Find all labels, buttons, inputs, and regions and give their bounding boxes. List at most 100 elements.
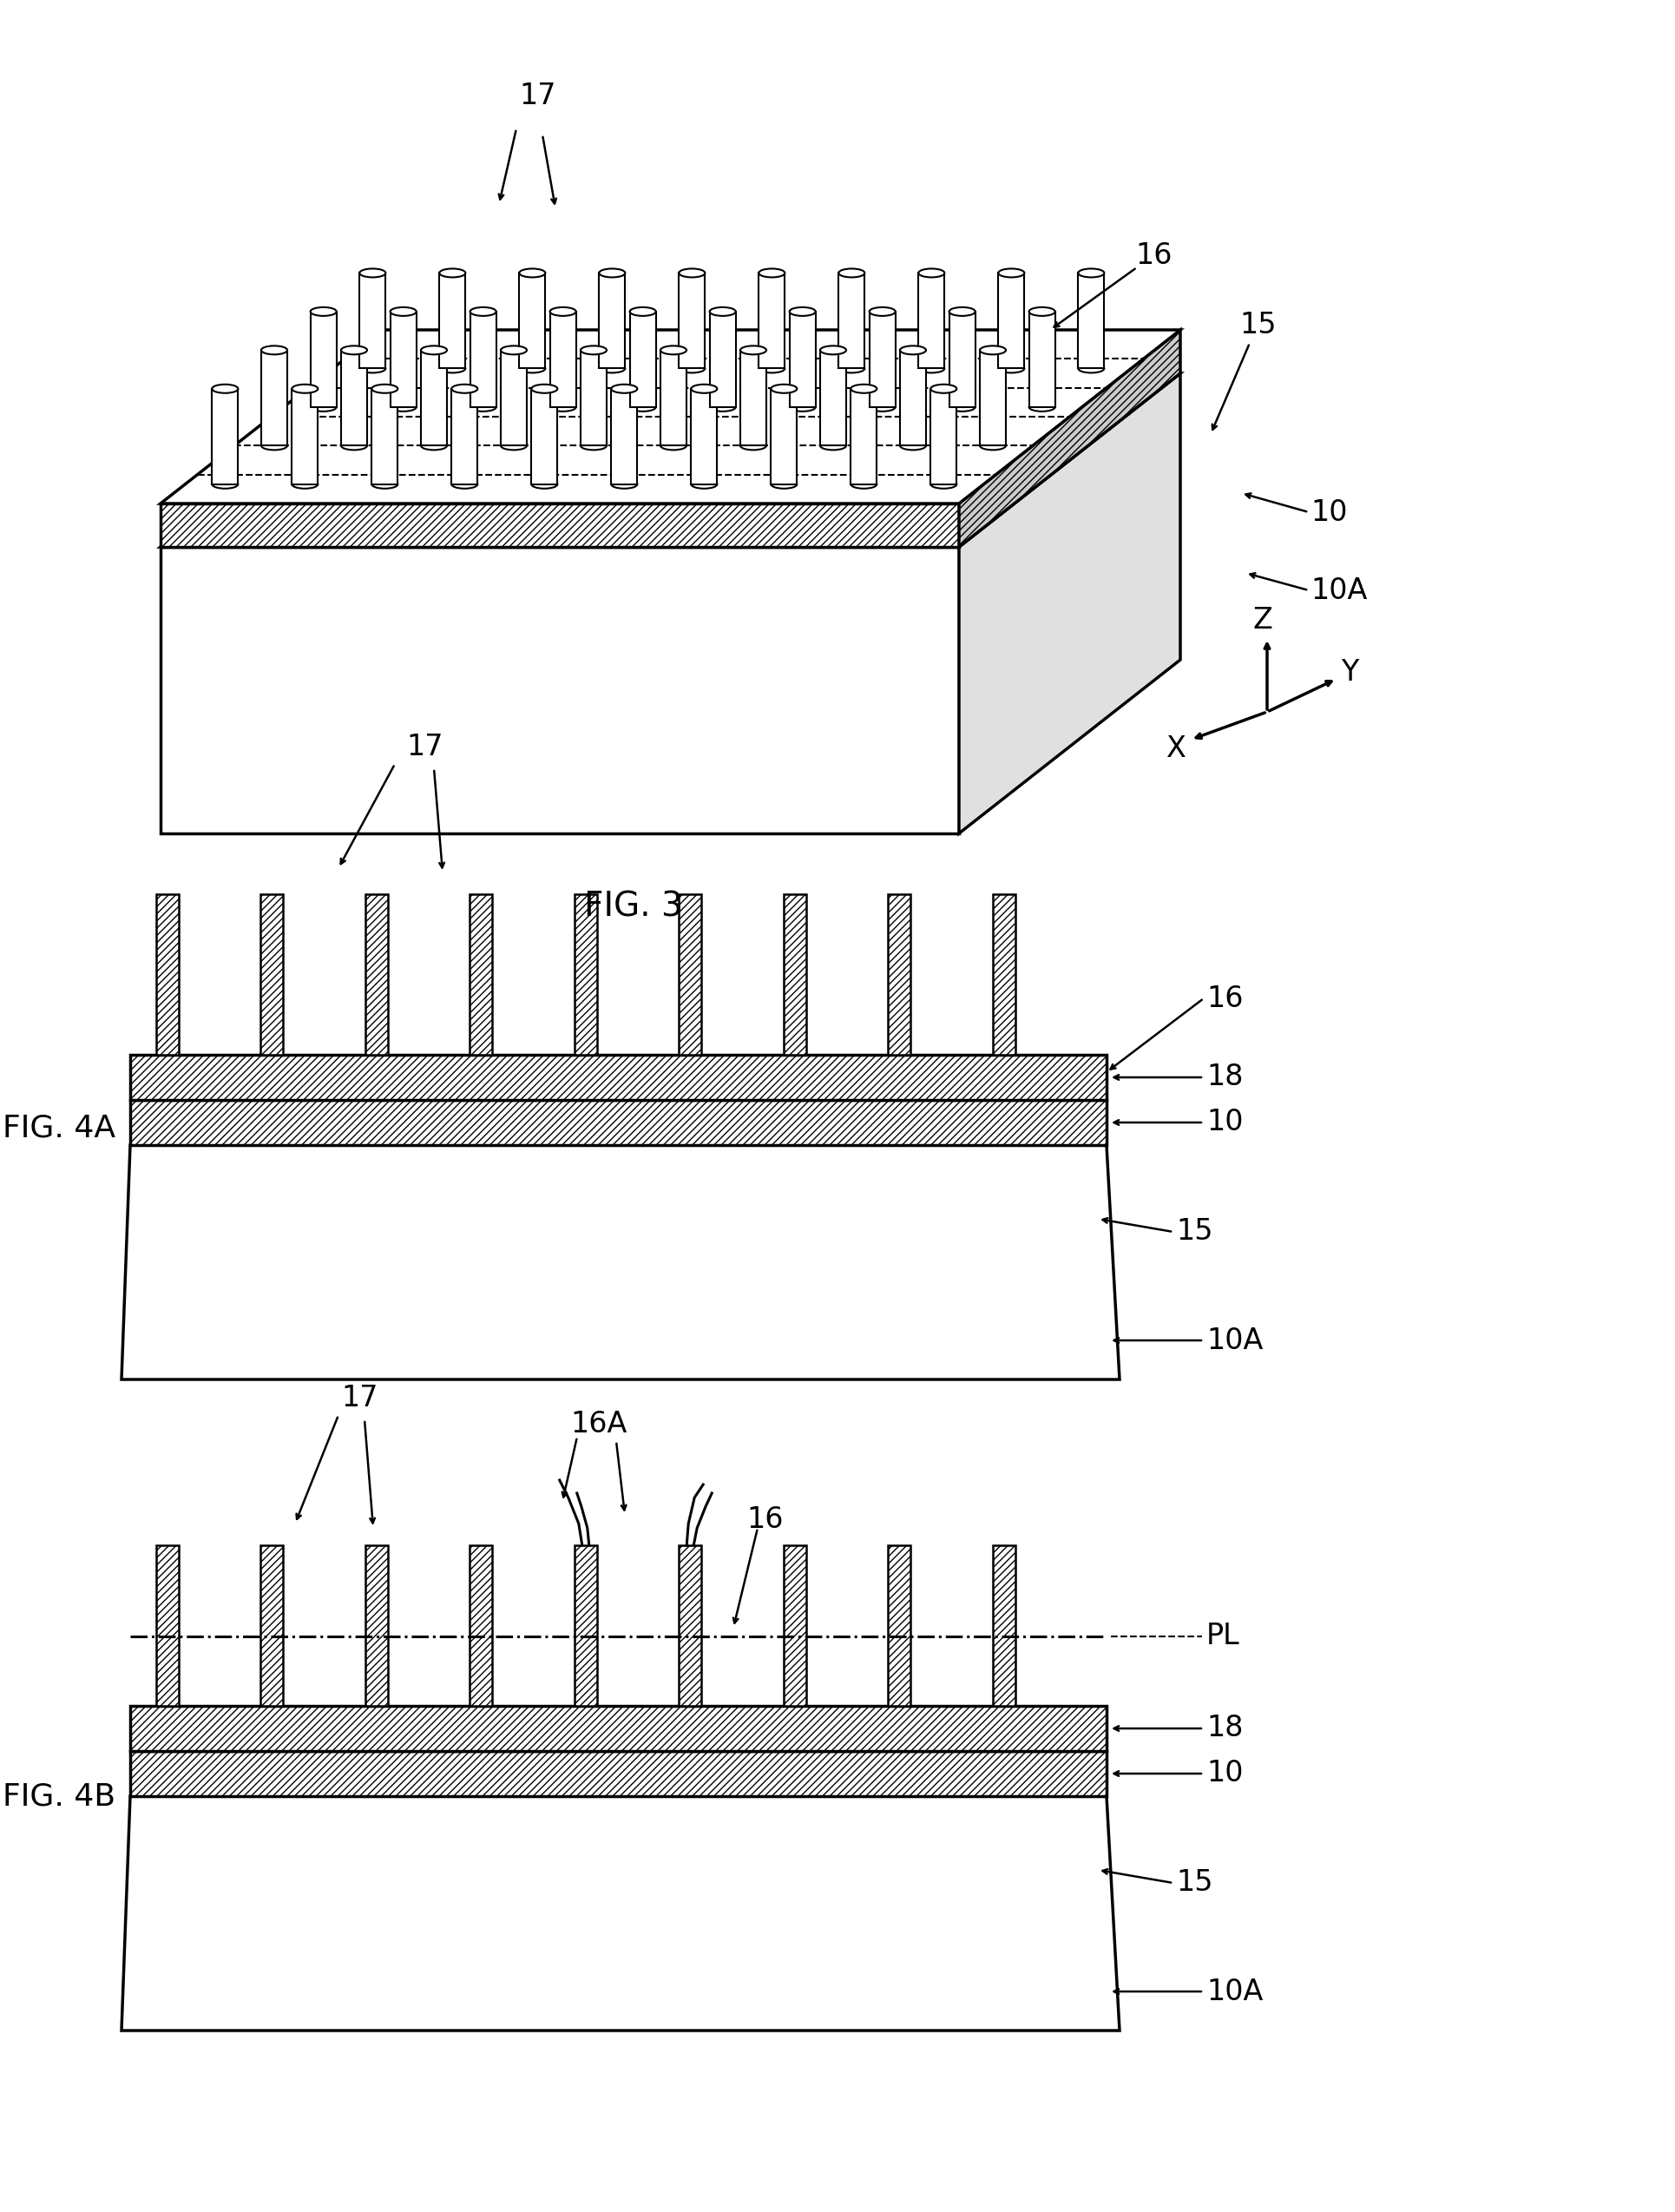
- Ellipse shape: [660, 345, 687, 354]
- Polygon shape: [365, 1546, 389, 1705]
- Ellipse shape: [1028, 403, 1055, 411]
- Polygon shape: [365, 894, 389, 1055]
- Ellipse shape: [839, 268, 864, 276]
- Polygon shape: [692, 389, 717, 484]
- Ellipse shape: [770, 480, 797, 489]
- Ellipse shape: [600, 365, 625, 374]
- Ellipse shape: [291, 385, 318, 394]
- Ellipse shape: [611, 385, 636, 394]
- Ellipse shape: [839, 365, 864, 374]
- Ellipse shape: [678, 268, 705, 276]
- Polygon shape: [960, 330, 1181, 546]
- Polygon shape: [156, 1546, 179, 1705]
- Polygon shape: [1079, 272, 1104, 369]
- Ellipse shape: [998, 268, 1025, 276]
- Polygon shape: [581, 349, 606, 445]
- Polygon shape: [630, 312, 657, 407]
- Ellipse shape: [980, 442, 1007, 449]
- Polygon shape: [469, 1546, 492, 1705]
- Polygon shape: [980, 349, 1007, 445]
- Polygon shape: [678, 1546, 702, 1705]
- Ellipse shape: [630, 307, 657, 316]
- Ellipse shape: [213, 385, 238, 394]
- Ellipse shape: [213, 480, 238, 489]
- Polygon shape: [501, 349, 528, 445]
- Polygon shape: [888, 1546, 911, 1705]
- Polygon shape: [740, 349, 767, 445]
- Ellipse shape: [310, 307, 337, 316]
- Ellipse shape: [390, 403, 417, 411]
- Ellipse shape: [980, 345, 1007, 354]
- Ellipse shape: [1028, 307, 1055, 316]
- Ellipse shape: [531, 480, 558, 489]
- Ellipse shape: [519, 268, 546, 276]
- Polygon shape: [310, 312, 337, 407]
- Ellipse shape: [918, 365, 945, 374]
- Ellipse shape: [439, 365, 466, 374]
- Ellipse shape: [950, 307, 975, 316]
- Polygon shape: [784, 894, 806, 1055]
- Polygon shape: [611, 389, 636, 484]
- Text: FIG. 3: FIG. 3: [585, 891, 683, 925]
- Polygon shape: [131, 1099, 1107, 1146]
- Ellipse shape: [420, 345, 447, 354]
- Ellipse shape: [372, 385, 397, 394]
- Polygon shape: [931, 389, 956, 484]
- Polygon shape: [678, 894, 702, 1055]
- Polygon shape: [821, 349, 846, 445]
- Text: 15: 15: [1176, 1869, 1213, 1898]
- Ellipse shape: [1079, 365, 1104, 374]
- Text: Y: Y: [1340, 659, 1358, 688]
- Ellipse shape: [918, 268, 945, 276]
- Text: FIG. 4B: FIG. 4B: [3, 1783, 116, 1812]
- Ellipse shape: [471, 307, 496, 316]
- Ellipse shape: [452, 385, 477, 394]
- Polygon shape: [759, 272, 786, 369]
- Polygon shape: [261, 894, 283, 1055]
- Ellipse shape: [390, 307, 417, 316]
- Ellipse shape: [770, 385, 797, 394]
- Polygon shape: [390, 312, 417, 407]
- Text: 16: 16: [1136, 241, 1172, 270]
- Polygon shape: [789, 312, 816, 407]
- Text: 17: 17: [407, 732, 444, 761]
- Text: 16A: 16A: [571, 1409, 626, 1438]
- Ellipse shape: [531, 385, 558, 394]
- Text: 10A: 10A: [1206, 1325, 1263, 1354]
- Polygon shape: [342, 349, 367, 445]
- Ellipse shape: [869, 307, 896, 316]
- Text: Z: Z: [1253, 606, 1273, 635]
- Polygon shape: [161, 374, 1181, 546]
- Ellipse shape: [821, 345, 846, 354]
- Ellipse shape: [692, 480, 717, 489]
- Ellipse shape: [360, 365, 385, 374]
- Ellipse shape: [678, 365, 705, 374]
- Polygon shape: [575, 1546, 596, 1705]
- Text: 10: 10: [1206, 1108, 1243, 1137]
- Polygon shape: [960, 374, 1181, 834]
- Ellipse shape: [452, 480, 477, 489]
- Ellipse shape: [549, 307, 576, 316]
- Polygon shape: [360, 272, 385, 369]
- Ellipse shape: [931, 385, 956, 394]
- Polygon shape: [156, 894, 179, 1055]
- Ellipse shape: [519, 365, 546, 374]
- Polygon shape: [998, 272, 1025, 369]
- Polygon shape: [678, 272, 705, 369]
- Polygon shape: [161, 546, 960, 834]
- Ellipse shape: [660, 442, 687, 449]
- Ellipse shape: [710, 403, 735, 411]
- Ellipse shape: [869, 403, 896, 411]
- Ellipse shape: [342, 442, 367, 449]
- Ellipse shape: [291, 480, 318, 489]
- Polygon shape: [261, 1546, 283, 1705]
- Ellipse shape: [759, 268, 786, 276]
- Polygon shape: [372, 389, 397, 484]
- Polygon shape: [131, 1055, 1107, 1099]
- Text: X: X: [1166, 734, 1186, 763]
- Polygon shape: [918, 272, 945, 369]
- Polygon shape: [784, 1546, 806, 1705]
- Polygon shape: [600, 272, 625, 369]
- Polygon shape: [161, 330, 1181, 504]
- Ellipse shape: [261, 442, 288, 449]
